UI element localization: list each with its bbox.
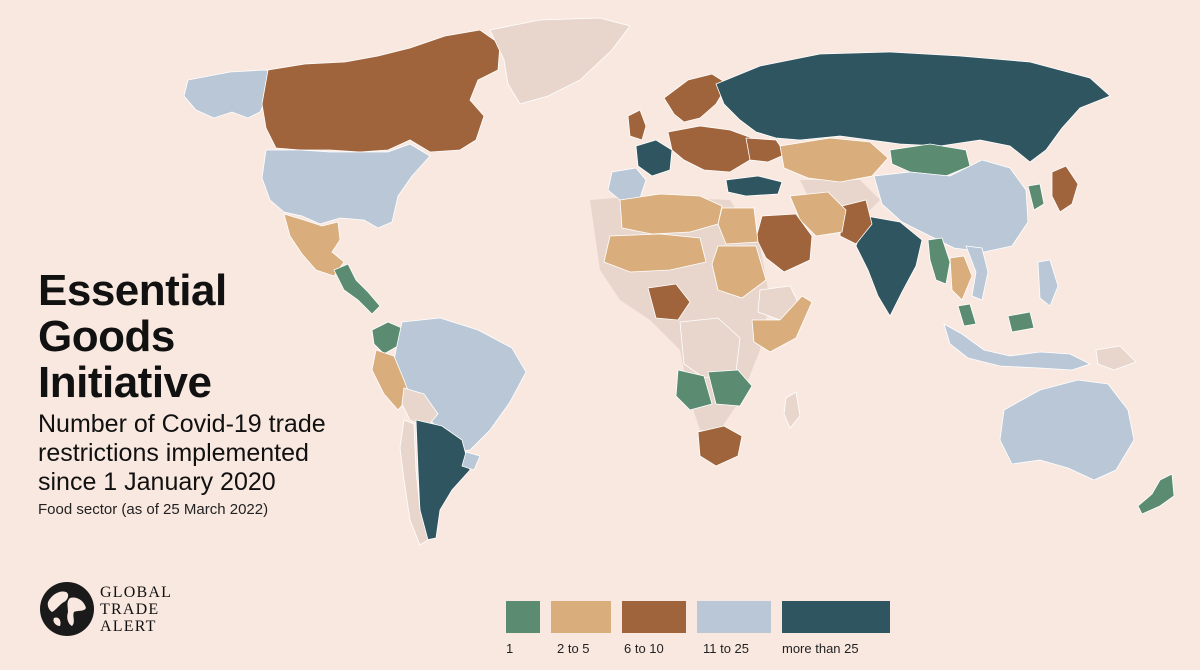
- country-philippines: [1037, 259, 1059, 307]
- country-zambia-and-zimbabwe: [707, 369, 753, 407]
- country-india: [855, 215, 923, 317]
- main-title: Essential Goods Initiative: [38, 268, 398, 406]
- legend-swatch-11-to-25: [697, 601, 771, 633]
- subtitle: Number of Covid-19 trade restrictions im…: [38, 410, 398, 497]
- country-united-kingdom: [627, 109, 647, 141]
- country-myanmar: [927, 237, 951, 285]
- country-central-america: [333, 263, 381, 315]
- country-north-africa: [619, 193, 723, 235]
- country-iberia: [607, 167, 647, 201]
- country-canada: [261, 29, 501, 153]
- country-united-states: [261, 143, 431, 229]
- legend: 1 2 to 5 6 to 10 11 to 25 more than 25: [506, 601, 901, 656]
- globe-icon: [40, 582, 94, 636]
- legend-item-1: 1: [506, 601, 540, 656]
- legend-label-1: 1: [506, 641, 514, 656]
- country-vietnam: [965, 245, 989, 301]
- country-argentina: [415, 419, 471, 541]
- logo-line-3: ALERT: [100, 617, 157, 635]
- country-china: [873, 159, 1029, 253]
- title-line-3: Initiative: [38, 358, 212, 407]
- logo-line-2: TRADE: [100, 600, 160, 618]
- country-france: [635, 139, 673, 177]
- country-chile: [399, 419, 429, 546]
- country-madagascar: [783, 391, 801, 429]
- title-line-1: Essential: [38, 266, 227, 315]
- logo-line-1: GLOBAL: [100, 583, 173, 601]
- country-nigeria: [647, 283, 691, 321]
- country-thailand: [949, 255, 973, 301]
- logo-wordmark: GLOBAL TRADE ALERT: [100, 584, 172, 635]
- legend-label-6-to-10: 6 to 10: [624, 641, 664, 656]
- country-angola: [675, 369, 713, 411]
- country-greenland: [489, 17, 631, 105]
- country-malaysia: [957, 303, 1035, 333]
- legend-swatch-1: [506, 601, 540, 633]
- subtitle-line-3: since 1 January 2020: [38, 468, 276, 496]
- country-japan: [1051, 165, 1079, 213]
- country-scandinavia: [663, 73, 729, 123]
- country-mexico: [283, 213, 345, 277]
- country-indonesia: [943, 323, 1092, 371]
- legend-swatch-6-to-10: [622, 601, 686, 633]
- legend-item-more-than-25: more than 25: [782, 601, 890, 656]
- country-alaska: [183, 69, 291, 119]
- global-trade-alert-logo: GLOBAL TRADE ALERT: [38, 580, 172, 638]
- legend-item-6-to-10: 6 to 10: [622, 601, 686, 656]
- legend-label-2-to-5: 2 to 5: [557, 641, 590, 656]
- country-new-zealand: [1137, 473, 1175, 515]
- country-uruguay: [461, 451, 481, 471]
- country-egypt: [717, 207, 759, 245]
- legend-swatch-more-than-25: [782, 601, 890, 633]
- country-kazakhstan: [779, 137, 889, 183]
- country-australia: [999, 379, 1135, 481]
- country-turkey: [725, 175, 783, 197]
- country-papua-new-guinea: [1095, 345, 1137, 371]
- country-south-africa: [697, 425, 743, 467]
- title-block: Essential Goods Initiative Number of Cov…: [38, 268, 398, 519]
- legend-label-more-than-25: more than 25: [782, 641, 859, 656]
- date-note: Food sector (as of 25 March 2022): [38, 501, 269, 518]
- title-line-2: Goods: [38, 312, 175, 361]
- country-ukraine: [745, 137, 787, 163]
- country-sudan: [711, 245, 767, 299]
- legend-item-2-to-5: 2 to 5: [551, 601, 611, 656]
- subtitle-line-2: restrictions implemented: [38, 439, 309, 467]
- country-russia: [715, 51, 1111, 163]
- country-kenya-and-somalia: [751, 295, 813, 353]
- country-korea: [1027, 183, 1045, 211]
- legend-swatch-2-to-5: [551, 601, 611, 633]
- country-mali-and-niger: [603, 233, 707, 273]
- legend-item-11-to-25: 11 to 25: [697, 601, 771, 656]
- country-mongolia: [889, 143, 971, 177]
- country-central-europe: [667, 125, 753, 173]
- subtitle-line-1: Number of Covid-19 trade: [38, 410, 326, 438]
- legend-label-11-to-25: 11 to 25: [703, 641, 750, 656]
